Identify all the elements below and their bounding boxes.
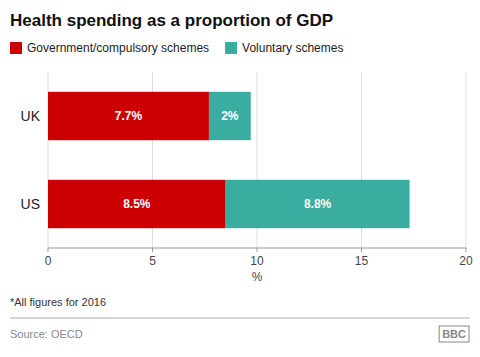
data-labels: 7.7% 2% 8.5% 8.8%	[115, 109, 332, 211]
chart-svg: Health spending as a proportion of GDP Go…	[0, 0, 480, 357]
data-label: 8.5%	[123, 197, 151, 211]
tick-mark	[48, 248, 49, 252]
tick-label: 0	[45, 254, 52, 268]
bar	[226, 180, 410, 228]
bars	[48, 92, 410, 228]
tick-label: 5	[149, 254, 156, 268]
title: Health spending as a proportion of GDP	[10, 11, 333, 30]
grid-line	[466, 72, 467, 248]
x-axis: 0 5 10 15 20%	[45, 72, 473, 284]
data-label: 7.7%	[115, 109, 143, 123]
x-axis-line	[48, 248, 466, 249]
chart-container: Health spending as a proportion of GDP Go…	[0, 0, 480, 357]
tick-mark	[466, 248, 467, 252]
category-label: US	[21, 196, 40, 212]
data-label: 8.8%	[304, 197, 332, 211]
brand-box	[439, 326, 469, 342]
separator	[10, 318, 470, 319]
bar	[48, 92, 209, 140]
bar	[48, 180, 226, 228]
tick-label: 20	[459, 254, 473, 268]
brand-label: BBC	[442, 328, 466, 340]
tick-label: 10	[250, 254, 264, 268]
tick-label: 15	[355, 254, 369, 268]
legend-label: Government/compulsory schemes	[27, 41, 209, 55]
legend-swatch	[225, 42, 237, 54]
source: Source: OECD	[10, 328, 83, 340]
tick-mark	[257, 248, 258, 252]
data-label: 2%	[221, 109, 239, 123]
x-axis-label: %	[252, 270, 263, 284]
category-label: UK	[21, 108, 41, 124]
tick-mark	[361, 248, 362, 252]
bar	[209, 92, 251, 140]
legend-label: Voluntary schemes	[242, 41, 343, 55]
tick-mark	[152, 248, 153, 252]
legend-swatch	[10, 42, 22, 54]
footnote: *All figures for 2016	[10, 296, 106, 308]
legend: Government/compulsory schemes Voluntary s…	[10, 41, 343, 55]
